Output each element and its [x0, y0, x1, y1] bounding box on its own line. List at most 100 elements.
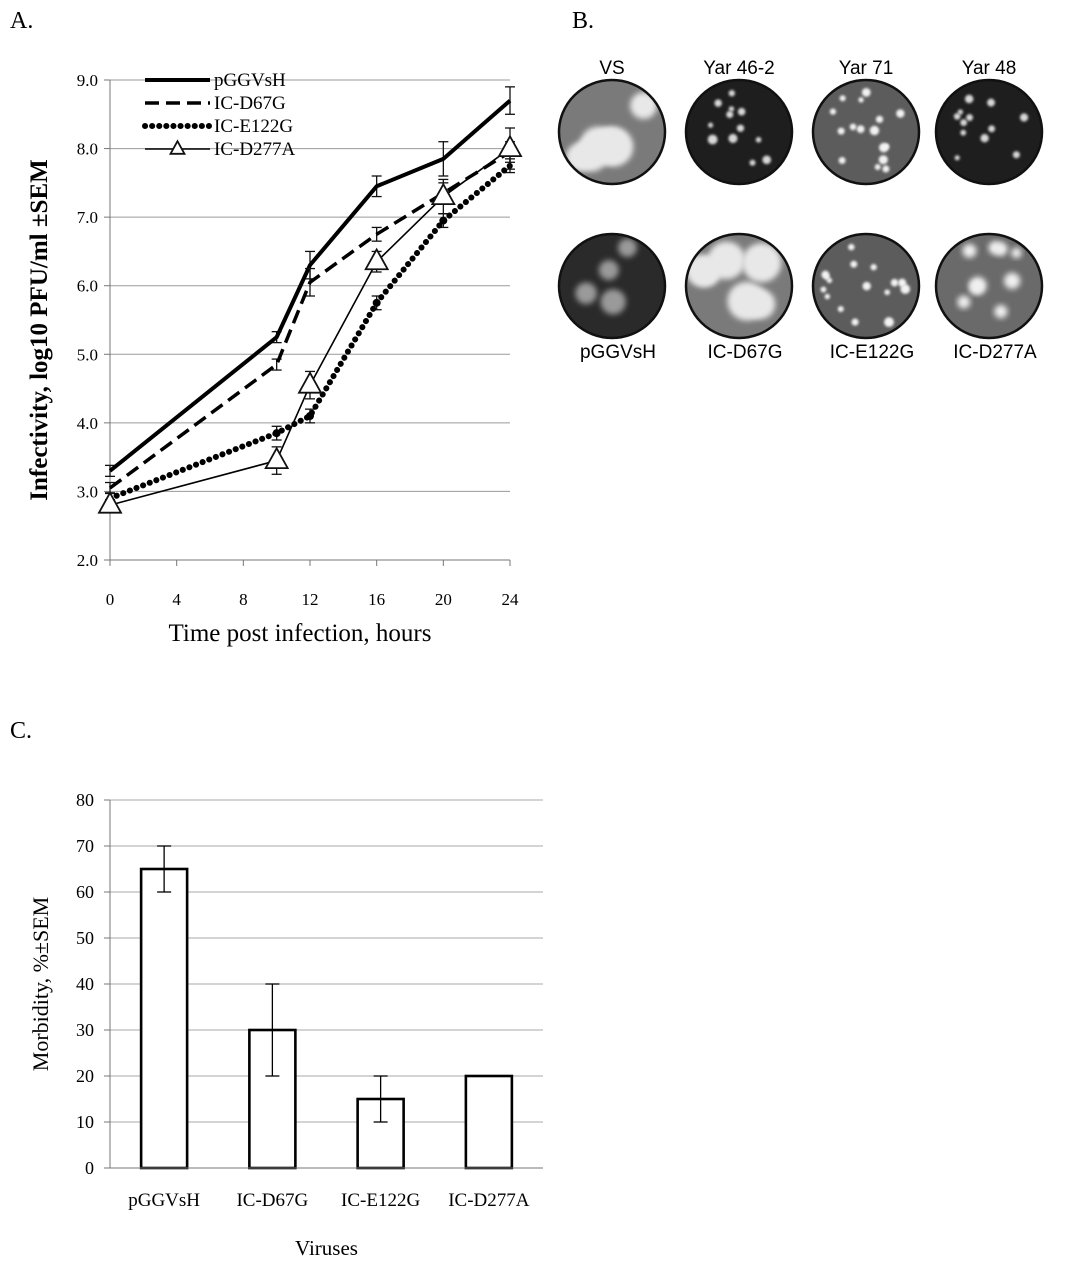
plaque-well [813, 80, 919, 184]
plaque-spot [870, 264, 877, 271]
plaque-spot [858, 97, 864, 103]
plaque-spot [875, 115, 884, 123]
y-tick-label: 70 [76, 836, 94, 856]
x-tick-label: 16 [368, 590, 385, 609]
plaque-well [936, 234, 1042, 338]
plaque-spot [1012, 151, 1020, 159]
plaque-spot [839, 95, 846, 102]
plaque-label-top: Yar 71 [839, 58, 894, 79]
y-tick-label: 50 [76, 928, 94, 948]
plaque-rim [557, 78, 667, 186]
plaque-panel: VS pGGVsH Yar 46-2 IC-D67G Yar 71 IC-E122G Yar… [557, 58, 1044, 363]
y-axis-title: Infectivity, log10 PFU/ml ±SEM [26, 159, 53, 500]
plaque-label-bottom: IC-D277A [953, 342, 1037, 363]
bar [464, 1074, 514, 1170]
x-tick-label: IC-D277A [448, 1190, 530, 1211]
plaque-label-bottom: IC-D67G [708, 342, 783, 363]
plaque-spot [600, 289, 626, 315]
y-tick-label: 20 [76, 1066, 94, 1086]
plaque-spot [970, 281, 983, 294]
y-tick-label: 2.0 [77, 551, 98, 570]
plaque-label-bottom: pGGVsH [580, 342, 656, 363]
legend-label: pGGVsH [214, 70, 286, 91]
data-point [364, 247, 390, 271]
plaque-spot [884, 289, 891, 296]
plaque-background [559, 234, 665, 338]
y-tick-label: 80 [76, 790, 94, 810]
plaque-background [813, 80, 919, 184]
y-tick-label: 4.0 [77, 414, 98, 433]
plaque-spot [726, 110, 734, 119]
legend-label: IC-D277A [214, 139, 296, 160]
x-tick-label: IC-E122G [341, 1190, 420, 1211]
panel-a-label: A. [10, 8, 33, 34]
data-point [372, 298, 381, 307]
plaque-spot [708, 122, 714, 128]
plaque-spot [900, 284, 911, 294]
plaque-well [559, 234, 665, 338]
plaque-spot [848, 243, 855, 251]
plaque-spot [598, 260, 619, 281]
plaque-spot [1019, 113, 1029, 122]
plaque-spot [994, 304, 1008, 319]
x-tick-label: 4 [172, 590, 181, 609]
x-tick-label: 24 [502, 590, 520, 609]
plaque-spot [1011, 247, 1022, 259]
plaque-label-top: Yar 46-2 [703, 58, 774, 79]
plaque-spot [988, 125, 996, 133]
plaque-spot [707, 134, 718, 145]
plaque-spot [964, 94, 974, 104]
legend-label: IC-D67G [214, 93, 286, 114]
x-axis-title: Time post infection, hours [169, 620, 432, 647]
y-axis-title: Morbidity, %±SEM [28, 897, 53, 1071]
plaque-rim [811, 78, 921, 186]
plaque-spot [755, 136, 762, 143]
plaque-spot [824, 293, 831, 300]
bar [139, 867, 189, 1170]
y-tick-label: 5.0 [77, 345, 98, 364]
series-pggvsh [105, 86, 515, 477]
plaque-spot [741, 243, 782, 283]
data-point [497, 134, 523, 157]
plaque-spot [890, 278, 899, 287]
plaque-spot [762, 155, 772, 165]
plaque-spot [736, 124, 745, 132]
y-tick-label: 3.0 [77, 482, 98, 501]
y-tick-label: 0 [85, 1158, 94, 1178]
plaque-spot [1003, 272, 1021, 289]
plaque-spot [962, 243, 977, 258]
plaque-label-top: Yar 48 [962, 58, 1017, 79]
plaque-well [936, 80, 1042, 184]
plaque-spot [856, 125, 865, 134]
plaque-spot [714, 99, 722, 107]
plaque-spot [869, 125, 880, 136]
plaque-spot [994, 242, 1008, 256]
plaque-spot [861, 87, 871, 97]
plaque-spot [728, 90, 735, 97]
plaque-spot [884, 317, 894, 328]
plaque-spot [957, 295, 971, 309]
y-tick-label: 60 [76, 882, 94, 902]
panel-b-label: B. [572, 8, 594, 34]
series-line [108, 150, 511, 490]
x-tick-label: IC-D67G [236, 1190, 308, 1211]
plaque-spot [630, 92, 658, 120]
plaque-spot [727, 281, 767, 321]
plaque-spot [960, 129, 967, 136]
plaque-spot [829, 108, 837, 115]
plaque-spot [728, 106, 735, 112]
x-axis-title: Viruses [295, 1236, 358, 1260]
data-point [439, 216, 448, 225]
y-tick-label: 10 [76, 1112, 94, 1132]
plaque-well [686, 80, 792, 184]
data-point [297, 371, 323, 394]
y-tick-label: 7.0 [77, 208, 98, 227]
plaque-spot [862, 281, 871, 291]
plaque-spot [692, 257, 722, 287]
plaque-spot [883, 143, 890, 150]
series-line [108, 99, 512, 473]
plaque-spot [960, 119, 968, 126]
plaque-rim [557, 232, 667, 340]
series-line [107, 162, 513, 502]
